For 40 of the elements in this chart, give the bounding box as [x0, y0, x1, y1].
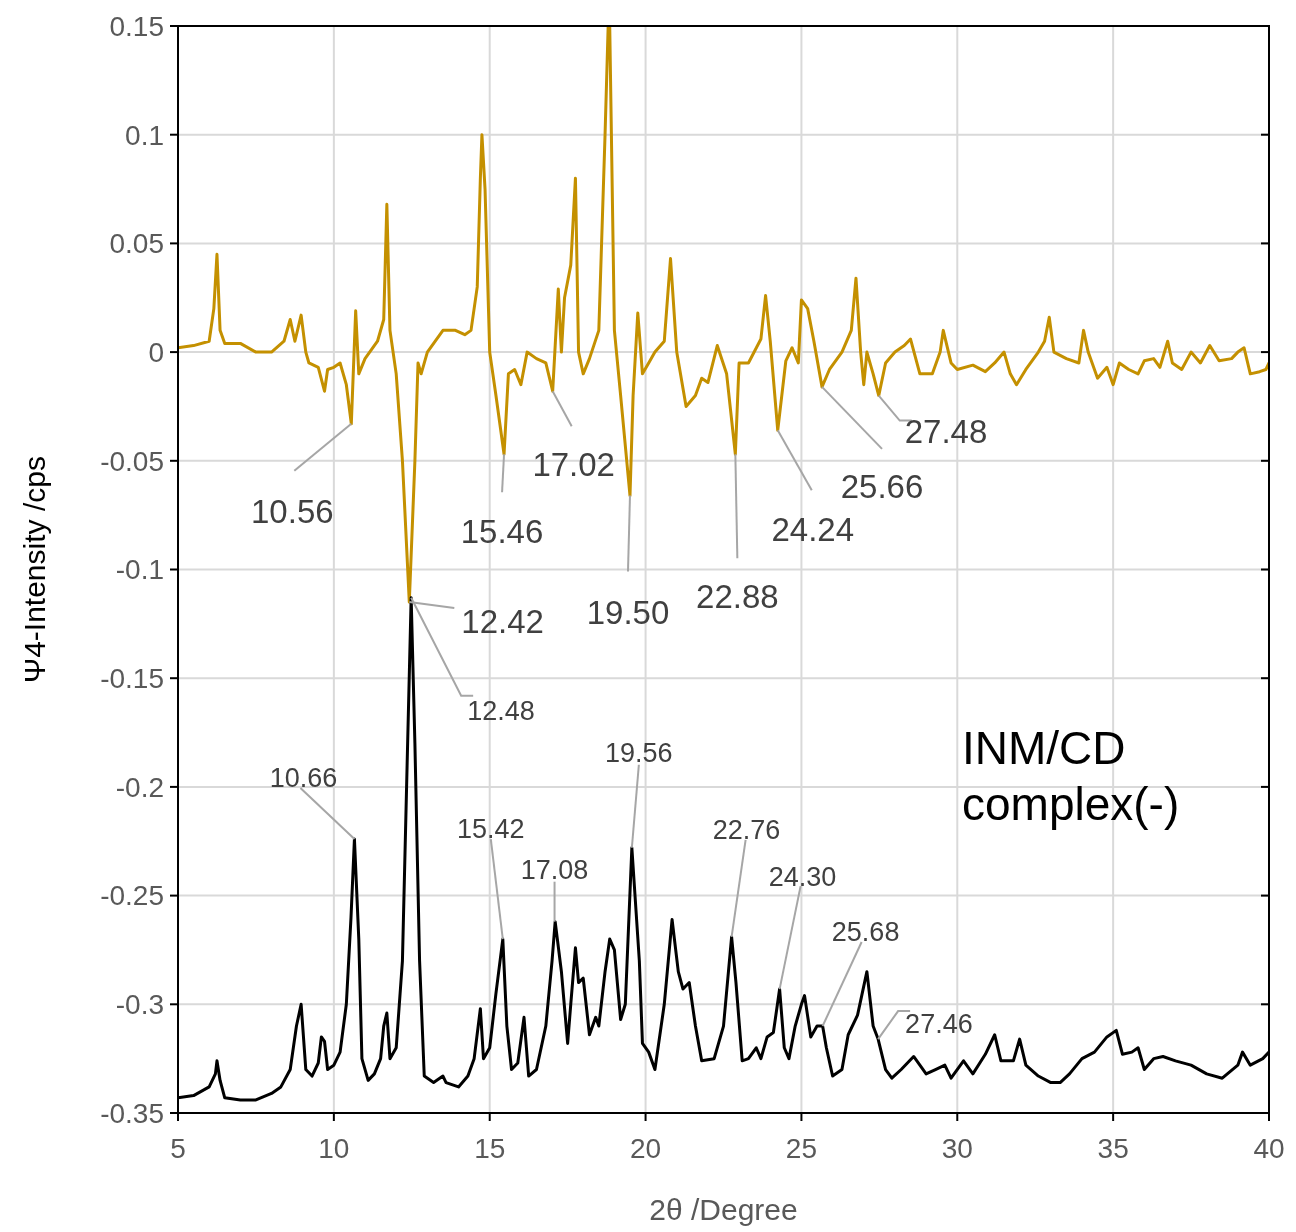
x-tick-label: 30 [941, 1133, 973, 1164]
y-tick-label: -0.3 [115, 989, 164, 1021]
annotation: 27.48 [904, 413, 988, 451]
annotation: 25.66 [840, 468, 924, 506]
x-tick-label: 40 [1253, 1133, 1285, 1164]
x-tick-label: 35 [1097, 1133, 1129, 1164]
annotation: 22.88 [696, 577, 779, 615]
x-tick-label: 10 [318, 1133, 350, 1164]
y-tick-label: -0.2 [115, 771, 164, 803]
y-tick-label: -0.05 [100, 445, 164, 477]
y-tick-label: 0.05 [109, 228, 164, 260]
y-tick-label: 0 [148, 336, 164, 368]
y-tick-label: -0.1 [115, 554, 164, 586]
annotation: 24.24 [771, 510, 855, 548]
y-axis-title: Ψ4-Intensity /cps [18, 456, 51, 683]
annotation: 17.02 [532, 445, 615, 483]
y-tick-label: -0.15 [100, 663, 164, 694]
annotation: 24.30 [768, 861, 837, 892]
annotation: 25.68 [831, 917, 900, 948]
annotation: 22.76 [712, 815, 781, 846]
x-tick-label: 5 [170, 1133, 186, 1164]
y-tick-label: -0.35 [100, 1097, 164, 1129]
annotation: 10.56 [251, 493, 334, 531]
annotation: 12.42 [461, 602, 544, 640]
x-tick-label: 25 [785, 1133, 818, 1164]
annotation: 17.08 [520, 855, 589, 886]
annotation: 12.48 [467, 696, 535, 727]
annotation: 19.56 [605, 738, 673, 769]
annotation: 15.42 [457, 813, 525, 844]
x-axis-title: 2θ /Degree [649, 1193, 798, 1226]
annotation: 10.66 [269, 762, 338, 793]
annotation: 27.46 [905, 1008, 973, 1039]
annotation: 15.46 [460, 512, 544, 550]
annotation: 19.50 [586, 594, 670, 632]
y-tick-label: 0.1 [125, 119, 164, 151]
x-tick-label: 15 [474, 1133, 506, 1164]
annotation: INM/CD complex(-) [962, 722, 1180, 830]
y-tick-label: 0.15 [109, 10, 164, 42]
x-tick-label: 20 [629, 1133, 662, 1164]
y-tick-label: -0.25 [100, 880, 164, 912]
